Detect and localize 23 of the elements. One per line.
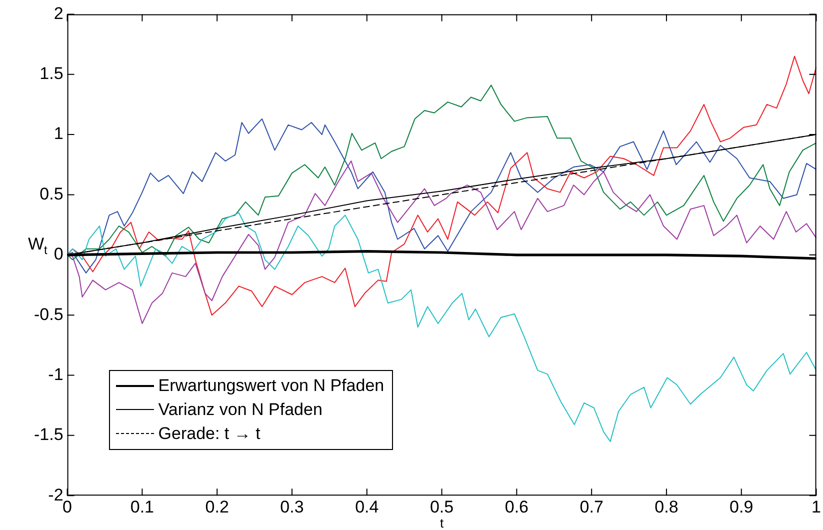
x-tick-label: 0.7 xyxy=(580,497,604,516)
x-tick-label: 0.4 xyxy=(355,497,379,516)
legend-label: Varianz von N Pfaden xyxy=(158,400,322,420)
x-tick-label: 0.2 xyxy=(205,497,229,516)
x-tick-label: 0.6 xyxy=(504,497,528,516)
y-tick-label: -1.5 xyxy=(34,425,64,444)
x-tick-label: 0.1 xyxy=(130,497,154,516)
y-tick-label: 1 xyxy=(54,124,64,144)
y-tick-label: -0.5 xyxy=(34,304,64,324)
x-tick-label: 0.3 xyxy=(280,497,304,516)
x-tick-label: 0.8 xyxy=(654,497,678,516)
legend-label: Erwartungswert von N Pfaden xyxy=(158,376,384,396)
x-axis-title: t xyxy=(440,516,444,530)
y-tick-label: -2 xyxy=(48,485,64,504)
y-tick-label: 2 xyxy=(54,4,64,23)
x-tick-label: 1 xyxy=(812,497,822,516)
y-tick-label: 1.5 xyxy=(40,64,64,84)
x-tick-label: 0.5 xyxy=(430,497,454,516)
x-tick-label: 0.9 xyxy=(730,497,754,516)
y-tick-label: 0 xyxy=(54,244,64,264)
y-tick-label: 0.5 xyxy=(40,184,64,204)
y-tick-label: -1 xyxy=(48,364,64,384)
legend-label: Gerade: t → t xyxy=(158,424,260,444)
